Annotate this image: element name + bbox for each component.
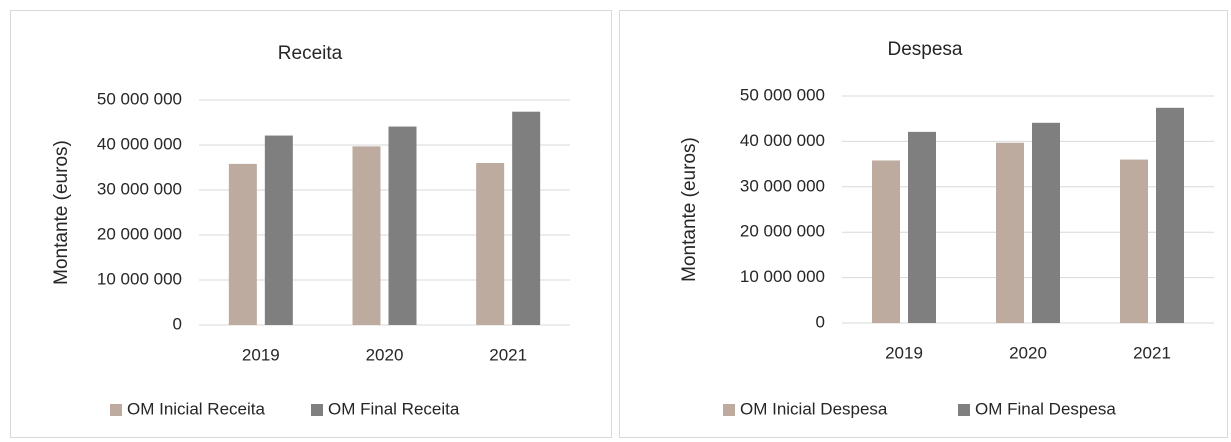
legend-swatch	[311, 404, 323, 416]
y-tick-label: 20 000 000	[740, 222, 825, 241]
y-tick-label: 30 000 000	[97, 179, 182, 198]
legend-label: OM Final Despesa	[975, 399, 1116, 418]
legend-label: OM Inicial Despesa	[740, 399, 888, 418]
bar	[352, 146, 381, 325]
y-axis-label: Montante (euros)	[51, 140, 72, 285]
bar	[476, 163, 505, 325]
legend-swatch	[723, 404, 735, 416]
y-tick-label: 30 000 000	[740, 176, 825, 195]
chart-frame	[10, 10, 612, 438]
y-tick-label: 10 000 000	[740, 267, 825, 286]
x-tick-label: 2019	[885, 343, 923, 362]
x-tick-label: 2019	[242, 345, 280, 364]
y-tick-label: 50 000 000	[740, 85, 825, 104]
chart-title: Despesa	[888, 39, 963, 60]
x-tick-label: 2021	[489, 345, 527, 364]
bar	[264, 135, 293, 325]
bar	[228, 163, 257, 325]
bar	[1032, 122, 1060, 323]
bar	[1156, 107, 1184, 323]
legend-label: OM Inicial Receita	[127, 399, 265, 418]
bar	[908, 131, 936, 323]
chart-title: Receita	[278, 43, 343, 64]
y-tick-label: 0	[173, 314, 182, 333]
legend-swatch	[110, 404, 122, 416]
y-tick-label: 20 000 000	[97, 224, 182, 243]
legend-label: OM Final Receita	[328, 399, 460, 418]
bar	[1120, 159, 1148, 323]
x-tick-label: 2021	[1133, 343, 1171, 362]
bar	[872, 160, 900, 323]
y-tick-label: 0	[816, 312, 825, 331]
x-tick-label: 2020	[1009, 343, 1047, 362]
bar	[388, 126, 417, 325]
y-tick-label: 40 000 000	[97, 134, 182, 153]
legend-swatch	[958, 404, 970, 416]
x-tick-label: 2020	[366, 345, 404, 364]
bar	[996, 142, 1024, 323]
bar	[512, 111, 541, 325]
y-tick-label: 10 000 000	[97, 269, 182, 288]
y-tick-label: 40 000 000	[740, 131, 825, 150]
y-axis-label: Montante (euros)	[679, 137, 700, 282]
y-tick-label: 50 000 000	[97, 89, 182, 108]
